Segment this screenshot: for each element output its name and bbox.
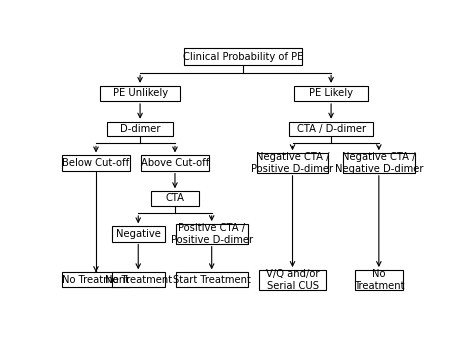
Text: Positive CTA /
Positive D-dimer: Positive CTA / Positive D-dimer [171, 223, 253, 245]
Text: Clinical Probability of PE: Clinical Probability of PE [183, 52, 303, 62]
FancyBboxPatch shape [257, 153, 328, 173]
FancyBboxPatch shape [62, 155, 130, 170]
Text: CTA: CTA [165, 193, 184, 204]
Text: Negative CTA /
Positive D-dimer: Negative CTA / Positive D-dimer [251, 152, 334, 174]
Text: Start Treatment: Start Treatment [173, 275, 251, 285]
Text: No Treatment: No Treatment [63, 275, 129, 285]
FancyBboxPatch shape [176, 224, 247, 244]
Text: Below Cut-off: Below Cut-off [63, 158, 129, 168]
FancyBboxPatch shape [176, 272, 247, 287]
FancyBboxPatch shape [111, 272, 165, 287]
FancyBboxPatch shape [107, 122, 173, 136]
Text: V/Q and/or
Serial CUS: V/Q and/or Serial CUS [266, 269, 319, 291]
Text: No Treatment: No Treatment [105, 275, 172, 285]
Text: Negative CTA /
Negative D-dimer: Negative CTA / Negative D-dimer [335, 152, 423, 174]
FancyBboxPatch shape [355, 270, 403, 290]
Text: Above Cut-off: Above Cut-off [141, 158, 209, 168]
FancyBboxPatch shape [343, 153, 415, 173]
Text: PE Likely: PE Likely [309, 88, 353, 99]
FancyBboxPatch shape [289, 122, 374, 136]
Text: PE Unlikely: PE Unlikely [112, 88, 168, 99]
FancyBboxPatch shape [62, 272, 130, 287]
FancyBboxPatch shape [294, 86, 368, 101]
FancyBboxPatch shape [151, 191, 199, 206]
Text: No
Treatment: No Treatment [354, 269, 404, 291]
Text: Negative: Negative [116, 229, 161, 239]
Text: D-dimer: D-dimer [120, 124, 160, 134]
FancyBboxPatch shape [258, 270, 327, 290]
Text: CTA / D-dimer: CTA / D-dimer [297, 124, 365, 134]
FancyBboxPatch shape [100, 86, 181, 101]
FancyBboxPatch shape [141, 155, 209, 170]
FancyBboxPatch shape [184, 48, 301, 65]
FancyBboxPatch shape [111, 226, 165, 241]
